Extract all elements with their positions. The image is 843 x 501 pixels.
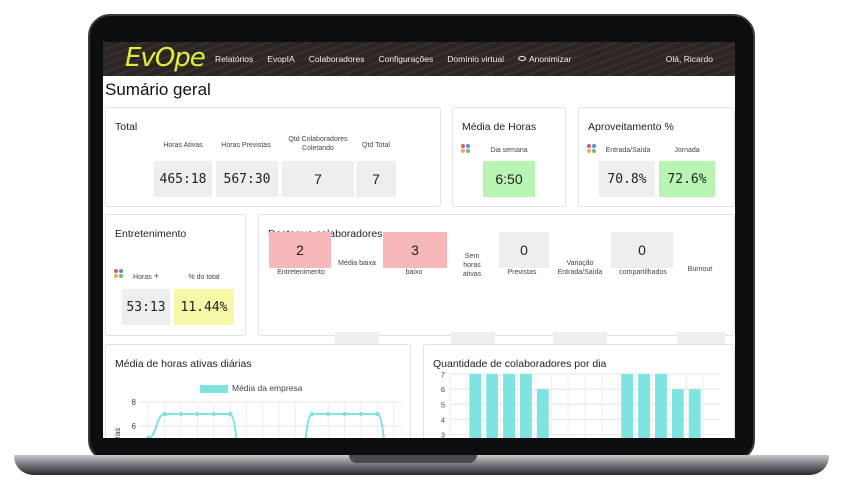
eye-icon: [517, 56, 526, 62]
line-chart-point: [145, 435, 151, 438]
line-chart-point: [211, 411, 216, 417]
app-screen: EvOpe Relatórios EvopIA Colaboradores Co…: [103, 42, 735, 438]
total-qtd-total-value: 7: [356, 161, 396, 197]
destaque-aproveitamento-baixo-value[interactable]: 3: [383, 232, 447, 268]
aproveitamento-header-jornada: Jornada: [674, 147, 700, 154]
bar-chart-bar: [503, 374, 515, 438]
total-header-qtd-total: Qtd Total: [362, 142, 390, 149]
bar-chart-bar: [536, 389, 549, 438]
bar-chart-bar: [655, 374, 667, 438]
total-header-qtd-coletando: Qtd Colaboradores Coletando: [288, 136, 348, 152]
line-chart-point: [178, 411, 184, 417]
line-chart-point: [326, 411, 331, 417]
total-horas-previstas-value: 567:30: [216, 161, 278, 197]
entretenimento-header-horas: Horas +: [124, 272, 168, 282]
bar-chart-bar: [486, 374, 499, 438]
bar-chart-bar: [621, 374, 634, 438]
aproveitamento-card: Aproveitamento % Entrada/Saída Jornada 7…: [578, 107, 735, 207]
user-greeting[interactable]: Olá, Ricardo: [665, 54, 713, 64]
media-horas-header: Dia semana: [490, 147, 528, 154]
bar-chart: 01234567: [441, 370, 720, 438]
entretenimento-horas-label: Horas: [133, 274, 152, 281]
total-header-horas-ativas: Horas Ativas: [163, 142, 203, 149]
line-chart-point: [342, 411, 347, 417]
destaque-header-sem-horas-ativas: Sem horas ativas: [462, 253, 482, 278]
total-card: Total Horas Ativas Horas Previstas Qtd C…: [105, 107, 441, 207]
nav-links: Relatórios EvopIA Colaboradores Configur…: [215, 42, 571, 76]
bar-chart-bar: [638, 374, 650, 438]
legend-label-media-empresa: Média da empresa: [232, 383, 303, 393]
line-chart-ytick: 8: [132, 398, 137, 407]
legend-swatch-media-empresa[interactable]: [200, 385, 228, 393]
line-chart-series-media-empresa: [147, 413, 385, 438]
entretenimento-title: Entretenimento: [115, 228, 187, 240]
total-qtd-coletando-value: 7: [282, 161, 354, 197]
line-chart-ytick: 6: [132, 422, 137, 431]
media-horas-diarias-title: Média de horas ativas diárias: [115, 358, 252, 370]
aproveitamento-entrada-saida-value: 70.8%: [599, 161, 655, 197]
people-icon[interactable]: [461, 144, 471, 154]
aproveitamento-header-entrada-saida: Entrada/Saída: [605, 147, 651, 154]
line-chart-point: [358, 411, 364, 417]
colaboradores-por-dia-title: Quantidade de colaboradores por dia: [433, 358, 607, 370]
nav-dominio-virtual[interactable]: Domínio virtual: [447, 54, 504, 64]
bar-chart-ytick: 7: [441, 370, 445, 379]
media-horas-title: Média de Horas: [462, 121, 537, 133]
media-horas-card: Média de Horas Dia semana 6:50: [452, 107, 566, 207]
top-navbar: EvOpe Relatórios EvopIA Colaboradores Co…: [103, 42, 735, 76]
people-icon[interactable]: [114, 269, 124, 279]
entretenimento-percent-value: 11.44%: [174, 289, 234, 325]
line-chart-point: [162, 411, 167, 417]
destaque-header-variacao: Variação Entrada/Saída: [557, 260, 603, 276]
nav-configuracoes[interactable]: Configurações: [378, 54, 434, 64]
bar-chart-ytick: 3: [441, 431, 445, 438]
media-horas-diarias-card: Média de horas ativas diárias Média da e…: [105, 344, 411, 438]
nav-relatorios[interactable]: Relatórios: [215, 54, 254, 64]
laptop-base: [14, 455, 829, 475]
brand-logo[interactable]: EvOpe: [125, 43, 206, 73]
line-chart-point: [227, 411, 233, 417]
entretenimento-horas-value: 53:13: [122, 289, 170, 325]
line-chart-point: [375, 411, 380, 417]
destaque-header-burnout: Burnout: [687, 266, 713, 273]
add-icon[interactable]: +: [153, 271, 159, 281]
nav-colaboradores[interactable]: Colaboradores: [308, 54, 365, 64]
entretenimento-card: Entretenimento Horas + % do total 53:13 …: [105, 214, 246, 336]
aproveitamento-jornada-value: 72.6%: [659, 161, 715, 197]
bar-chart-ytick: 5: [441, 400, 445, 409]
laptop-notch: [349, 455, 477, 463]
destaque-card: Destaque colaboradores Muito Entretenime…: [258, 214, 735, 368]
nav-anonimizar[interactable]: Anonimizar: [517, 54, 572, 64]
destaque-usuarios-compartilhados-value[interactable]: 0: [611, 232, 673, 268]
total-horas-ativas-value: 465:18: [154, 161, 212, 197]
destaque-header-media-baixa: Média baixa: [338, 260, 376, 267]
bar-chart-ytick: 4: [441, 415, 445, 424]
line-chart-point: [309, 411, 315, 417]
total-title: Total: [115, 121, 138, 133]
line-chart-ylabel: Horas: [113, 428, 122, 438]
page-title: Sumário geral: [105, 80, 211, 99]
total-header-horas-previstas: Horas Previstas: [221, 142, 271, 149]
destaque-muito-entretenimento-value[interactable]: 2: [269, 232, 331, 268]
aproveitamento-title: Aproveitamento %: [588, 121, 674, 133]
bar-chart-bar: [671, 389, 684, 438]
entretenimento-header-percent: % do total: [188, 274, 220, 281]
bar-chart-bar: [520, 374, 532, 438]
line-chart-point: [195, 411, 200, 417]
colaboradores-por-dia-card: Quantidade de colaboradores por dia 0123…: [423, 344, 735, 438]
anonimizar-label: Anonimizar: [528, 54, 572, 64]
media-horas-value: 6:50: [483, 161, 535, 197]
destaque-sem-horas-previstas-value[interactable]: 0: [499, 232, 549, 268]
bar-chart-ytick: 6: [441, 385, 445, 394]
nav-evopia[interactable]: EvopIA: [267, 54, 295, 64]
bar-chart-bar: [469, 374, 482, 438]
people-icon[interactable]: [587, 144, 597, 154]
bar-chart-bar: [688, 389, 701, 438]
line-chart: 02468Horas: [113, 398, 402, 438]
